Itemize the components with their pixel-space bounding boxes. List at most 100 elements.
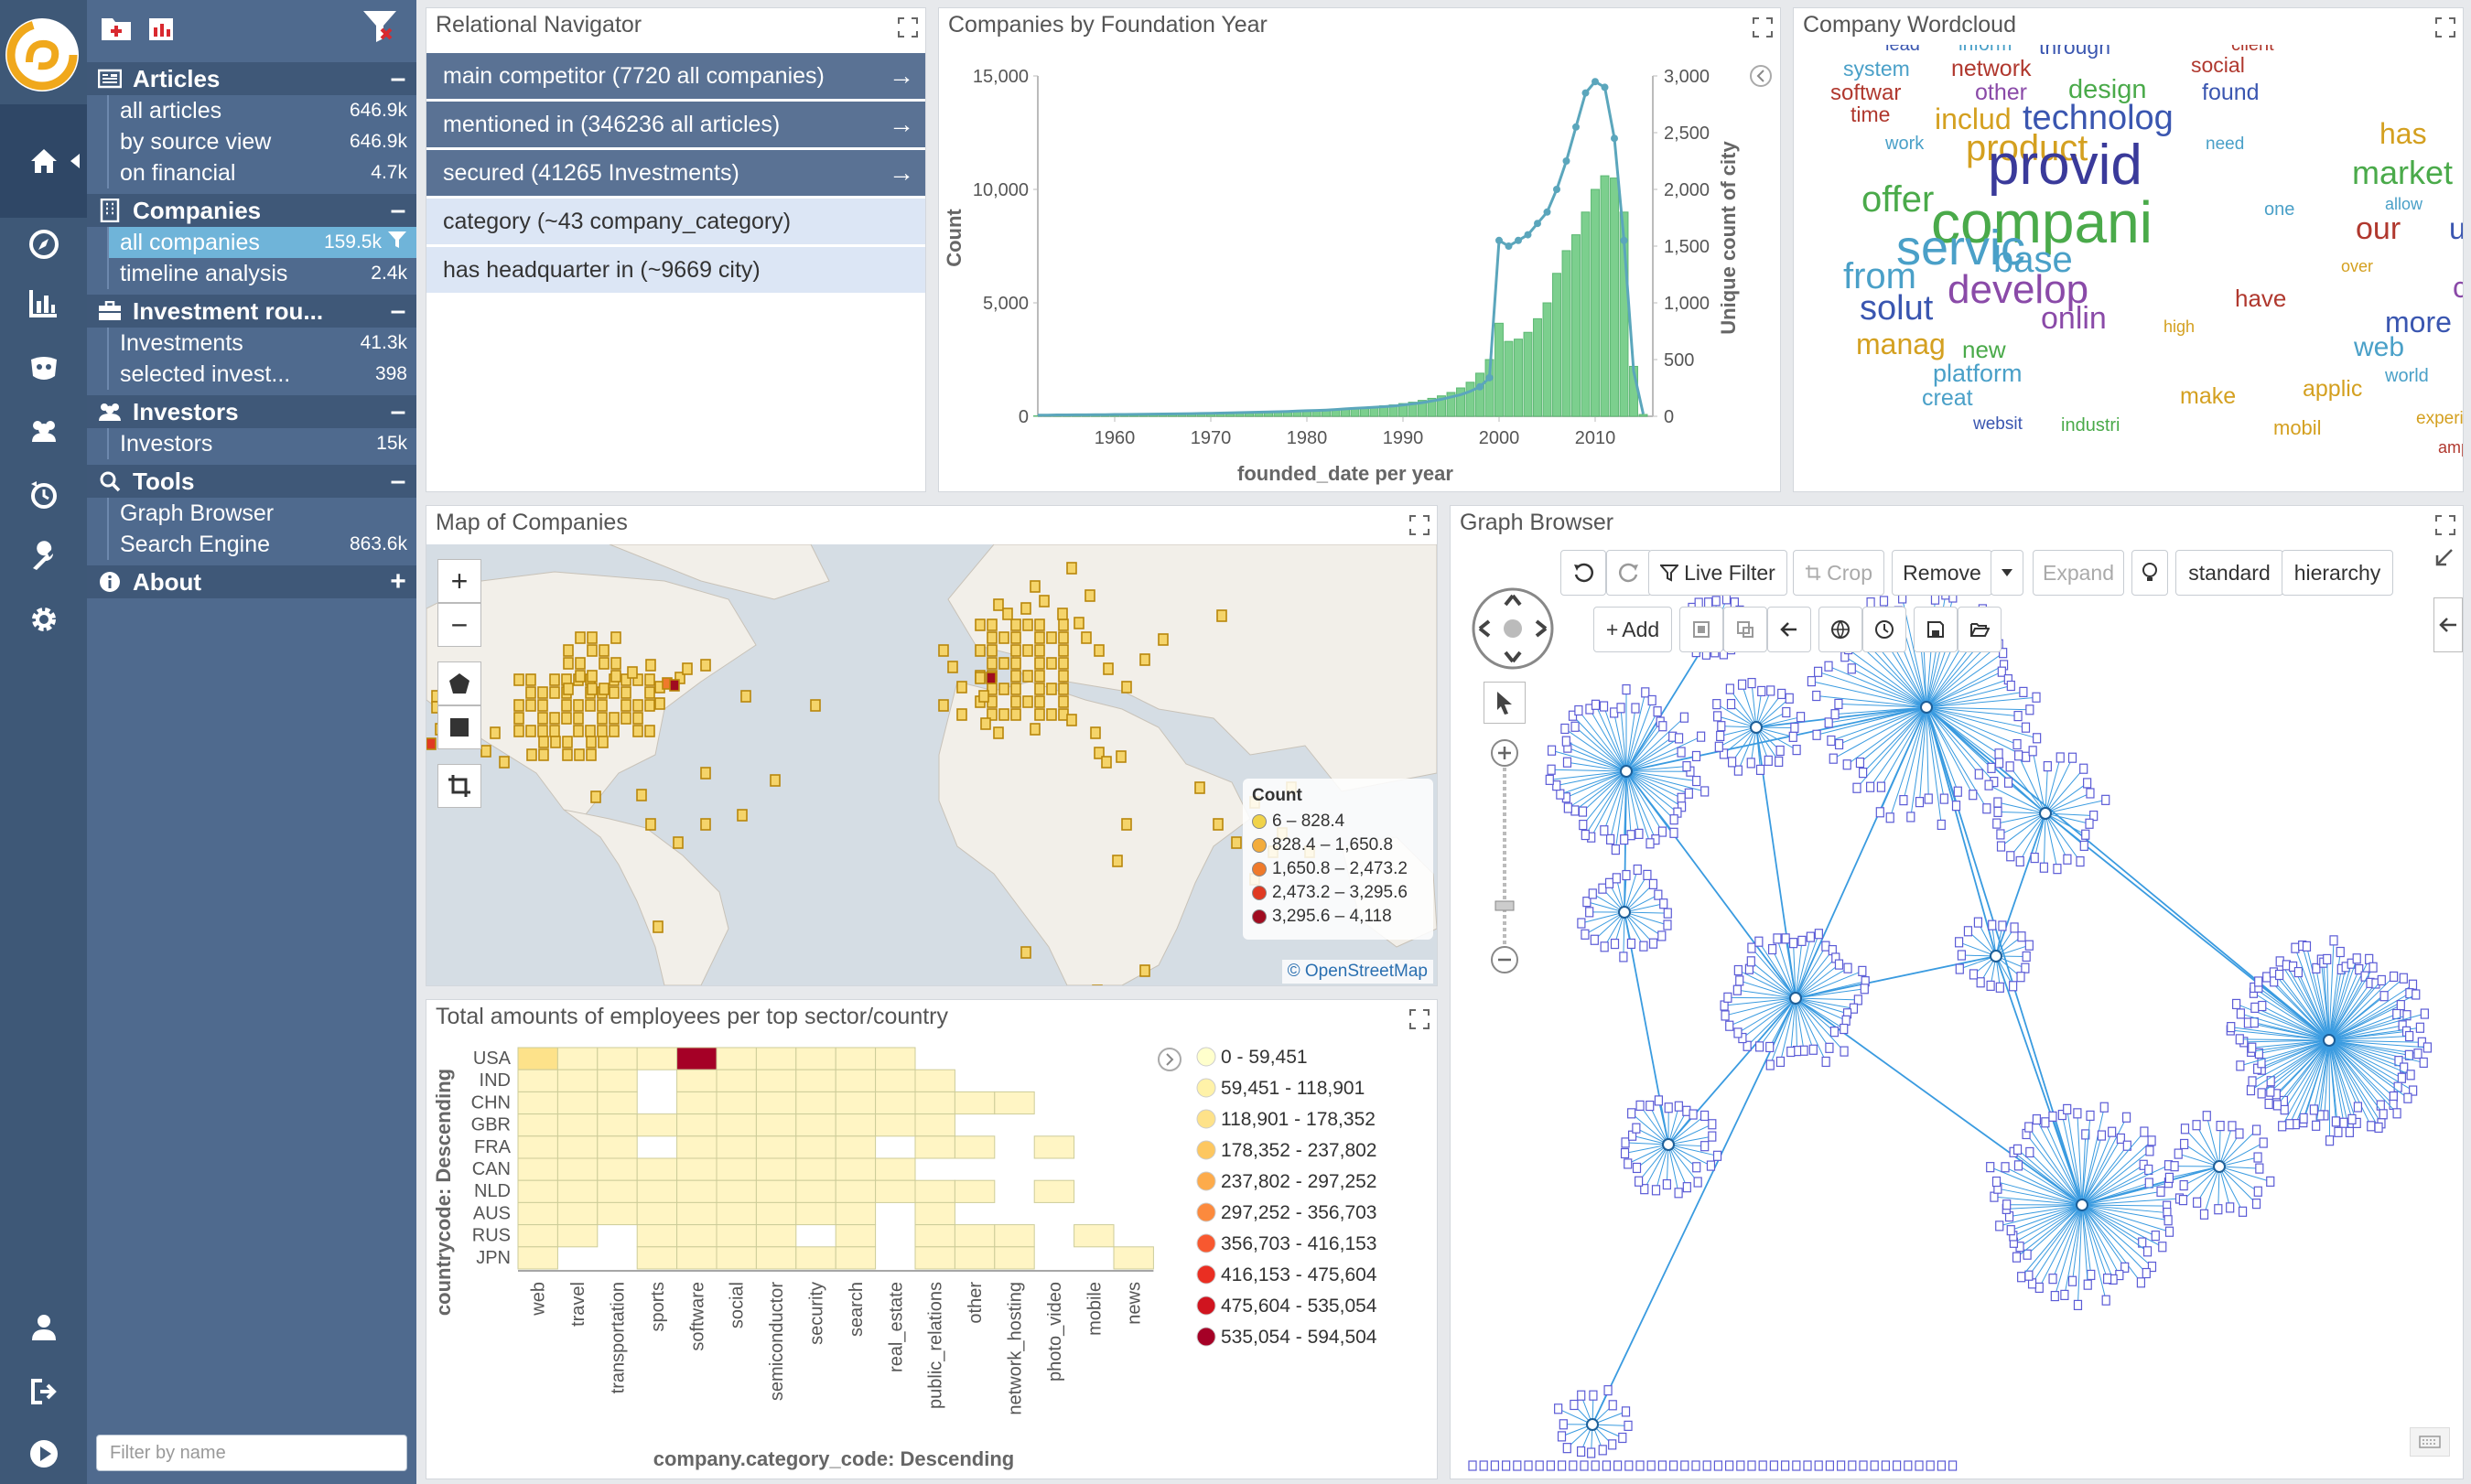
graph-node [1719,748,1729,759]
relation-row[interactable]: main competitor (7720 all companies) → [426,53,925,99]
company-marker [1058,644,1069,657]
lightbulb-button[interactable] [2131,550,2168,596]
expand-icon[interactable] [898,17,918,38]
group-button[interactable] [1679,607,1723,652]
expand-group-icon[interactable]: + [390,566,406,597]
remove-dropdown-button[interactable] [1991,550,2023,596]
collapse-caret-icon[interactable] [69,154,81,168]
dashboard-button[interactable] [0,340,87,397]
save-graph-button[interactable] [1914,607,1958,652]
relation-row[interactable]: secured (41265 Investments) → [426,150,925,196]
sidebar-group-investment-rou[interactable]: Investment rou... – [87,295,416,328]
tools-button[interactable] [0,529,87,586]
open-graph-button[interactable] [1958,607,2002,652]
filter-by-name-input[interactable]: Filter by name [96,1435,407,1471]
sidebar-item[interactable]: Graph Browser [107,498,416,529]
zoom-slider[interactable] [1487,738,1522,976]
graph-node [2258,1000,2267,1012]
keyboard-button[interactable] [2410,1427,2450,1457]
draw-polygon-button[interactable] [437,661,481,705]
collapse-group-icon[interactable]: – [390,195,406,225]
legend-toggle-icon[interactable] [1750,65,1772,87]
sidebar-item[interactable]: all companies 159.5k [107,227,416,258]
collapse-group-icon[interactable]: – [390,63,406,93]
discover-button[interactable] [0,216,87,273]
collapse-icon[interactable] [2432,546,2455,570]
zoom-in-button[interactable]: + [437,559,481,603]
sidebar-item[interactable]: selected invest... 398 [107,359,416,390]
expand-icon[interactable] [2435,17,2455,38]
clear-filter-icon[interactable] [361,7,398,44]
sidebar-item[interactable]: Search Engine 863.6k [107,529,416,560]
collapse-group-icon[interactable]: – [390,466,406,496]
layout-standard-button[interactable]: standard [2175,550,2283,596]
new-visualization-icon[interactable] [146,13,180,44]
side-panel-toggle[interactable] [2433,597,2463,652]
expand-icon[interactable] [1409,1009,1430,1029]
sidebar-group-investors[interactable]: Investors – [87,395,416,428]
undo-button[interactable] [1560,550,1606,596]
graph-edge [2328,940,2335,1041]
relation-row[interactable]: has headquarter in (~9669 city) [426,247,925,293]
graph-edge [1625,770,1689,794]
heatmap-cell [716,1091,757,1115]
expand-icon[interactable] [1409,515,1430,535]
sidebar-item[interactable]: Investors 15k [107,428,416,459]
arrow-right-icon[interactable]: → [889,61,914,90]
logout-button[interactable] [0,1363,87,1420]
map-attribution[interactable]: © OpenStreetMap [1281,960,1433,984]
collapse-group-icon[interactable]: – [390,396,406,426]
graph-edge [2081,1198,2180,1206]
settings-button[interactable] [0,591,87,648]
sidebar-item[interactable]: all articles 646.9k [107,95,416,126]
ungroup-button[interactable] [1723,607,1767,652]
home-button[interactable] [0,104,87,218]
expand-icon[interactable] [1753,17,1773,38]
company-marker [563,644,574,657]
add-button[interactable]: + Add [1593,607,1672,652]
crop-graph-button[interactable]: Crop [1793,550,1884,596]
sidebar-group-companies[interactable]: Companies – [87,194,416,227]
expand-icon[interactable] [2435,515,2455,535]
sidebar-group-articles[interactable]: Articles – [87,62,416,95]
layout-hierarchy-button[interactable]: hierarchy [2282,550,2393,596]
graph-node [1712,699,1721,710]
users-button[interactable] [0,403,87,459]
timeline-button[interactable] [0,467,87,523]
graph-canvas[interactable] [1451,546,2463,1479]
graph-node [1691,750,1701,762]
crop-button[interactable] [437,764,481,808]
graph-edge [2183,1166,2220,1200]
remove-button[interactable]: Remove [1892,550,1992,596]
zoom-out-button[interactable]: − [437,603,481,647]
back-button[interactable] [1767,607,1811,652]
relation-row[interactable]: mentioned in (346236 all articles) → [426,102,925,147]
new-dashboard-icon[interactable] [100,13,135,44]
sidebar-item[interactable]: on financial 4.7k [107,157,416,188]
visualize-button[interactable] [0,274,87,331]
arrow-right-icon[interactable]: → [889,158,914,187]
relation-row[interactable]: category (~43 company_category) [426,199,925,244]
sidebar-item[interactable]: Investments 41.3k [107,328,416,359]
sidebar-item[interactable]: by source view 646.9k [107,126,416,157]
arrow-right-icon[interactable]: → [889,110,914,138]
timeline-mode-button[interactable] [1862,607,1906,652]
redo-button[interactable] [1606,550,1652,596]
live-filter-button[interactable]: Live Filter [1648,550,1787,596]
legend-toggle-icon[interactable] [1158,1048,1182,1071]
map-mode-button[interactable] [1818,607,1862,652]
sidebar-group-tools[interactable]: Tools – [87,465,416,498]
select-tool-button[interactable] [1484,682,1526,724]
graph-edge [1870,706,1927,788]
graph-node [1580,1460,1589,1471]
sidebar-group-about[interactable]: About + [87,565,416,598]
account-button[interactable] [0,1299,87,1356]
sidebar-item[interactable]: timeline analysis 2.4k [107,258,416,289]
bar [1465,382,1475,417]
collapse-group-icon[interactable]: – [390,296,406,326]
expand-button[interactable]: Expand [2033,550,2124,596]
pan-control[interactable] [1471,586,1555,671]
tour-button[interactable] [0,1425,87,1482]
draw-rectangle-button[interactable] [437,705,481,749]
app-logo[interactable] [2,15,82,95]
